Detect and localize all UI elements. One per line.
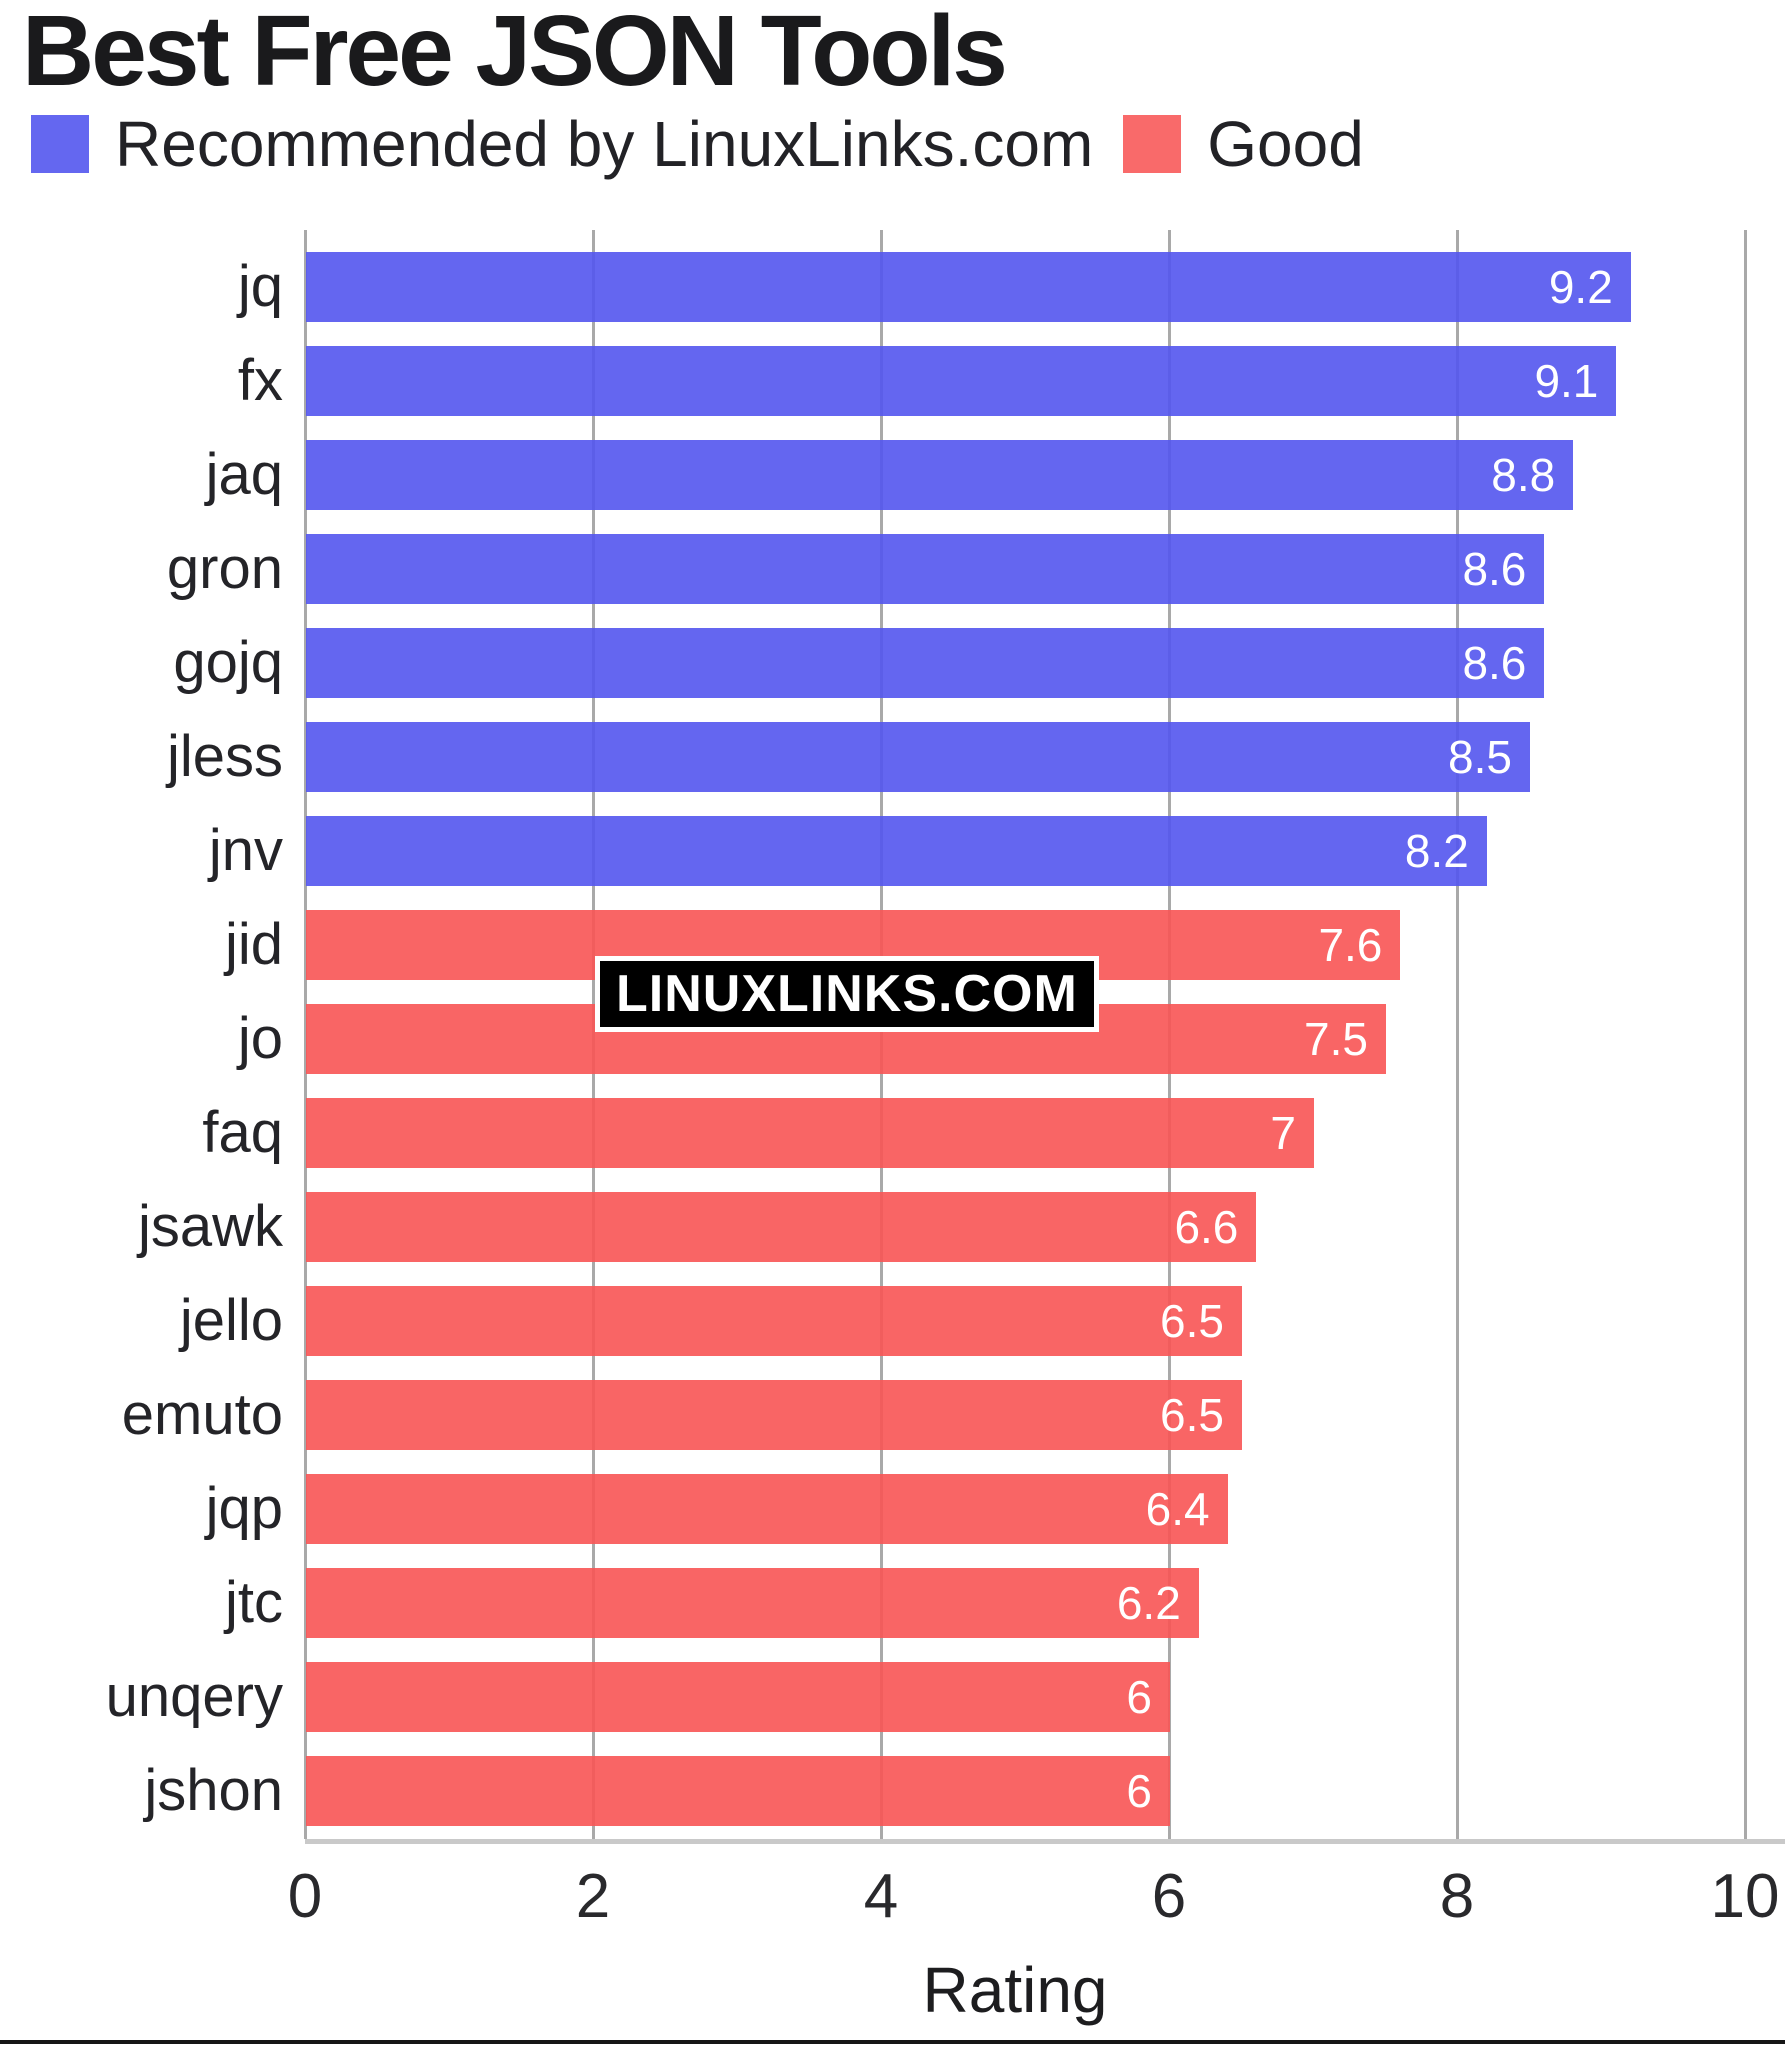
gridline-x-8: [1456, 230, 1459, 1839]
legend-item-good: Good: [1123, 112, 1364, 176]
bar-gojq: 8.6: [306, 628, 1545, 698]
bar-value-unqery: 6: [1126, 1671, 1152, 1723]
category-label-jnv: jnv: [208, 818, 283, 883]
bar-value-faq: 7: [1270, 1107, 1296, 1159]
bar-gron: 8.6: [306, 534, 1545, 604]
legend: Recommended by LinuxLinks.com Good: [31, 112, 1364, 176]
x-tick-0: 0: [287, 1862, 323, 1931]
category-label-gron: gron: [166, 536, 283, 601]
bar-value-jless: 8.5: [1448, 731, 1512, 783]
category-label-jello: jello: [179, 1288, 283, 1353]
category-label-gojq: gojq: [173, 630, 283, 695]
bar-jshon: 6: [306, 1756, 1170, 1826]
bar-value-jnv: 8.2: [1404, 825, 1469, 877]
gridline-x-10: [1744, 230, 1747, 1839]
chart-title: Best Free JSON Tools: [22, 0, 1008, 107]
bar-value-jqp: 6.4: [1145, 1483, 1210, 1535]
category-label-jsawk: jsawk: [137, 1194, 283, 1259]
bar-value-jid: 7.6: [1318, 919, 1383, 971]
x-axis-line: [305, 1839, 1785, 1844]
bar-value-jshon: 6: [1126, 1765, 1152, 1817]
x-tick-8: 8: [1439, 1862, 1475, 1931]
category-label-jless: jless: [166, 724, 283, 789]
legend-swatch-good-icon: [1123, 115, 1182, 173]
legend-label-recommended: Recommended by LinuxLinks.com: [115, 108, 1094, 180]
bar-fx: 9.1: [306, 346, 1617, 416]
bar-jq: 9.2: [306, 252, 1631, 322]
bar-value-gojq: 8.6: [1462, 637, 1527, 689]
category-label-jo: jo: [237, 1006, 283, 1071]
x-axis-title: Rating: [922, 1954, 1108, 2026]
bar-unqery: 6: [306, 1662, 1170, 1732]
bar-jnv: 8.2: [306, 816, 1487, 886]
category-label-fx: fx: [237, 348, 283, 413]
bar-value-jello: 6.5: [1160, 1295, 1224, 1347]
watermark: LINUXLINKS.COM: [595, 956, 1099, 1032]
bar-jtc: 6.2: [306, 1568, 1199, 1638]
bar-jello: 6.5: [306, 1286, 1242, 1356]
bar-value-jq: 9.2: [1548, 261, 1613, 313]
category-label-jq: jq: [237, 254, 283, 319]
bar-jless: 8.5: [306, 722, 1530, 792]
bar-value-jtc: 6.2: [1116, 1577, 1181, 1629]
bar-value-emuto: 6.5: [1160, 1389, 1224, 1441]
bar-value-gron: 8.6: [1462, 543, 1527, 595]
bar-value-jo: 7.5: [1304, 1013, 1368, 1065]
bar-value-jaq: 8.8: [1491, 449, 1556, 501]
bar-value-fx: 9.1: [1534, 355, 1599, 407]
bar-value-jsawk: 6.6: [1174, 1201, 1239, 1253]
gridline-x-0: [304, 230, 307, 1839]
category-label-jid: jid: [224, 912, 283, 977]
category-label-faq: faq: [202, 1100, 283, 1165]
x-tick-10: 10: [1710, 1862, 1780, 1931]
bar-jsawk: 6.6: [306, 1192, 1257, 1262]
bar-emuto: 6.5: [306, 1380, 1242, 1450]
bottom-border-line: [0, 2040, 1785, 2044]
legend-label-good: Good: [1207, 108, 1364, 180]
category-label-jqp: jqp: [205, 1476, 283, 1541]
category-label-jshon: jshon: [144, 1758, 283, 1823]
bar-jaq: 8.8: [306, 440, 1574, 510]
legend-swatch-recommended-icon: [31, 115, 89, 173]
x-tick-4: 4: [863, 1862, 899, 1931]
bar-faq: 7: [306, 1098, 1314, 1168]
x-tick-6: 6: [1151, 1862, 1187, 1931]
category-label-jtc: jtc: [225, 1570, 283, 1635]
category-label-jaq: jaq: [205, 442, 283, 507]
legend-item-recommended: Recommended by LinuxLinks.com: [31, 112, 1093, 176]
x-tick-2: 2: [575, 1862, 611, 1931]
category-label-unqery: unqery: [105, 1664, 283, 1729]
category-label-emuto: emuto: [121, 1382, 283, 1447]
bar-jqp: 6.4: [306, 1474, 1228, 1544]
